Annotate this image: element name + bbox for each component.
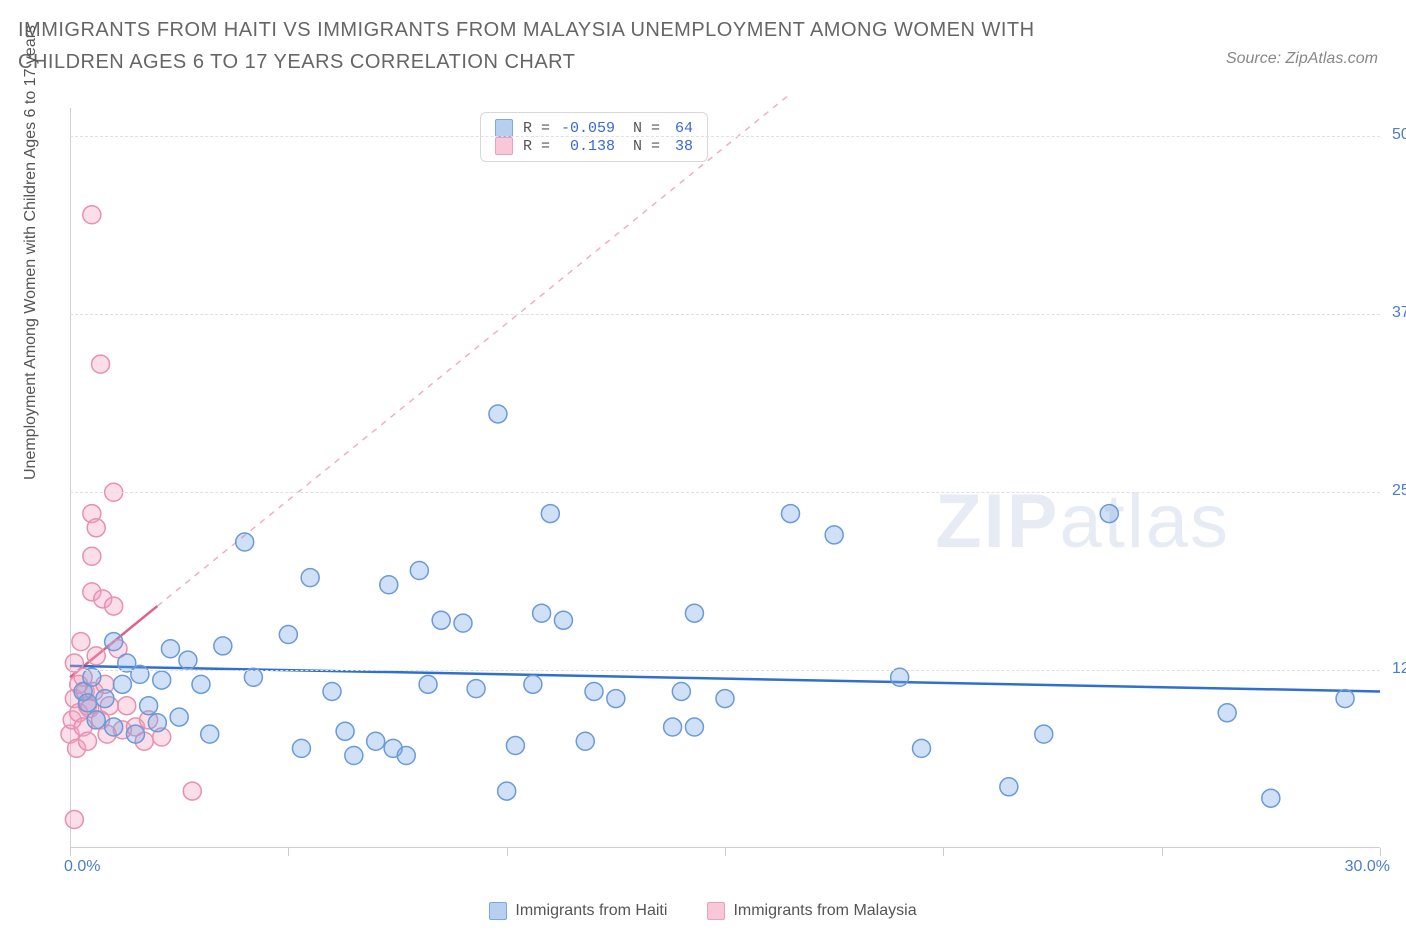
y-axis-label: Unemployment Among Women with Children A… — [22, 25, 40, 480]
legend-stats-haiti: R = -0.059 N = 64 — [523, 120, 693, 137]
bottom-legend: Immigrants from Haiti Immigrants from Ma… — [0, 902, 1406, 920]
bl-label-haiti: Immigrants from Haiti — [515, 902, 667, 920]
legend-swatch-haiti — [495, 119, 513, 137]
legend-row-malaysia: R = 0.138 N = 38 — [495, 137, 693, 155]
bl-item-haiti: Immigrants from Haiti — [489, 902, 667, 920]
xtick-30: 30.0% — [1345, 858, 1390, 876]
bl-swatch-haiti — [489, 902, 507, 920]
legend-row-haiti: R = -0.059 N = 64 — [495, 119, 693, 137]
bl-swatch-malaysia — [707, 902, 725, 920]
legend-swatch-malaysia — [495, 137, 513, 155]
ytick-label: 12.5% — [1392, 660, 1406, 678]
legend-stats-malaysia: R = 0.138 N = 38 — [523, 138, 693, 155]
ytick-label: 50.0% — [1392, 126, 1406, 144]
chart-area: R = -0.059 N = 64 R = 0.138 N = 38 ZIPat… — [70, 108, 1380, 848]
watermark: ZIPatlas — [935, 478, 1230, 565]
chart-title: IMMIGRANTS FROM HAITI VS IMMIGRANTS FROM… — [18, 14, 1118, 78]
bl-item-malaysia: Immigrants from Malaysia — [707, 902, 916, 920]
ytick-label: 37.5% — [1392, 304, 1406, 322]
xtick-0: 0.0% — [64, 858, 100, 876]
bl-label-malaysia: Immigrants from Malaysia — [733, 902, 916, 920]
ytick-label: 25.0% — [1392, 482, 1406, 500]
source-label: Source: ZipAtlas.com — [1226, 50, 1378, 68]
